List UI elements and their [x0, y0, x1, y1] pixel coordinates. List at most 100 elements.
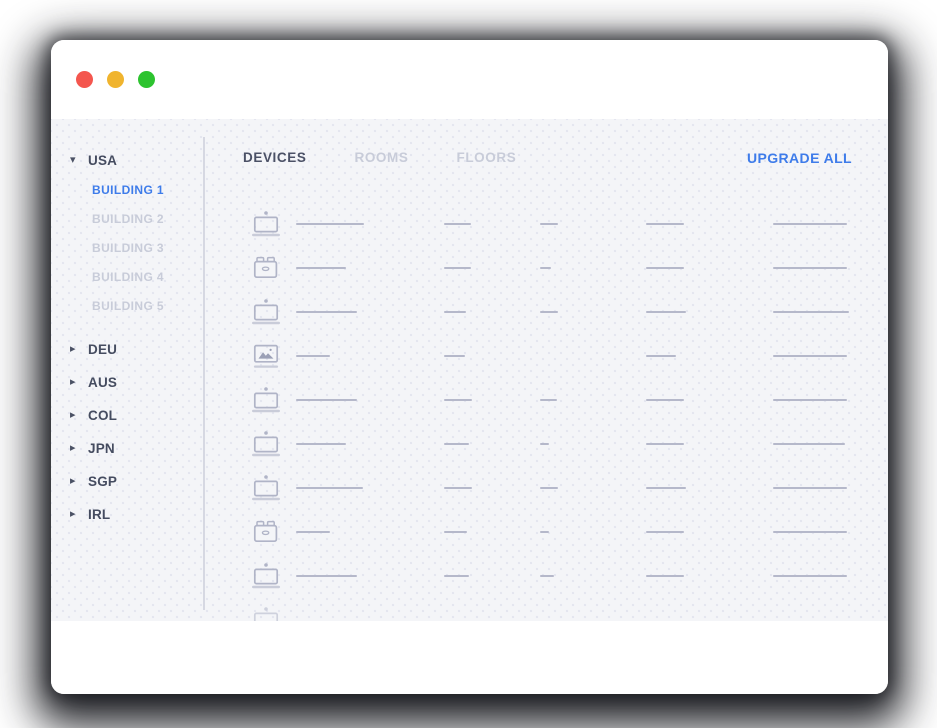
- sidebar-item-jpn[interactable]: ▸ JPN: [70, 437, 115, 459]
- skeleton-line: [773, 267, 847, 269]
- country-label: IRL: [88, 506, 111, 522]
- skeleton-line: [773, 487, 847, 489]
- skeleton-line: [646, 223, 684, 225]
- tab-floors[interactable]: FLOORS: [456, 150, 517, 165]
- sidebar-item-building-5[interactable]: BUILDING 5: [92, 299, 165, 313]
- skeleton-line: [540, 223, 558, 225]
- skeleton-line: [444, 487, 472, 489]
- skeleton-line: [540, 311, 558, 313]
- skeleton-line: [773, 443, 845, 445]
- laptop-icon: [252, 430, 280, 458]
- laptop-icon: [252, 562, 280, 590]
- device-row[interactable]: [240, 554, 888, 598]
- sidebar-item-deu[interactable]: ▸ DEU: [70, 338, 117, 360]
- sidebar-item-aus[interactable]: ▸ AUS: [70, 371, 117, 393]
- device-row[interactable]: [240, 202, 888, 246]
- maximize-button[interactable]: [138, 71, 155, 88]
- skeleton-line: [296, 487, 363, 489]
- device-row[interactable]: [240, 246, 888, 290]
- laptop-icon: [252, 298, 280, 326]
- skeleton-line: [773, 311, 849, 313]
- sidebar-item-irl[interactable]: ▸ IRL: [70, 503, 110, 525]
- device-row[interactable]: [240, 290, 888, 334]
- tab-rooms[interactable]: ROOMS: [354, 150, 409, 165]
- country-label: DEU: [88, 341, 118, 357]
- laptop-icon: [252, 210, 280, 238]
- skeleton-line: [296, 575, 357, 577]
- skeleton-line: [540, 531, 549, 533]
- skeleton-line: [646, 443, 684, 445]
- skeleton-line: [296, 443, 346, 445]
- skeleton-line: [444, 223, 471, 225]
- country-label: AUS: [88, 374, 118, 390]
- skeleton-line: [646, 399, 684, 401]
- country-label: USA: [88, 152, 118, 168]
- tabs-row: DEVICES ROOMS FLOORS UPGRADE ALL: [243, 147, 852, 169]
- skeleton-line: [646, 311, 686, 313]
- close-button[interactable]: [76, 71, 93, 88]
- skeleton-line: [444, 531, 467, 533]
- chevron-right-icon: ▸: [70, 375, 76, 388]
- location-sidebar: ▾ USA BUILDING 1 BUILDING 2 BUILDING 3 BUILDI…: [51, 119, 203, 621]
- sidebar-item-building-2[interactable]: BUILDING 2: [92, 212, 165, 226]
- image-icon: [252, 342, 280, 370]
- skeleton-line: [296, 531, 330, 533]
- chevron-right-icon: ▸: [70, 441, 76, 454]
- skeleton-line: [444, 355, 465, 357]
- sidebar-item-building-4[interactable]: BUILDING 4: [92, 270, 165, 284]
- skeleton-line: [646, 575, 684, 577]
- tab-devices[interactable]: DEVICES: [243, 150, 307, 165]
- device-row[interactable]: [240, 510, 888, 554]
- chevron-down-icon: ▾: [70, 153, 76, 166]
- country-label: SGP: [88, 473, 118, 489]
- skeleton-line: [646, 267, 684, 269]
- device-row[interactable]: [240, 422, 888, 466]
- device-row[interactable]: [240, 378, 888, 422]
- chevron-right-icon: ▸: [70, 474, 76, 487]
- brick-icon: [252, 254, 280, 282]
- skeleton-line: [646, 355, 676, 357]
- sidebar-item-building-1[interactable]: BUILDING 1: [92, 183, 165, 197]
- skeleton-line: [646, 487, 686, 489]
- skeleton-line: [540, 487, 558, 489]
- device-list: [240, 202, 888, 621]
- skeleton-line: [773, 355, 847, 357]
- window-titlebar: [51, 40, 888, 119]
- skeleton-line: [773, 575, 847, 577]
- skeleton-line: [773, 531, 847, 533]
- sidebar-item-col[interactable]: ▸ COL: [70, 404, 117, 426]
- laptop-icon: [252, 474, 280, 502]
- device-row[interactable]: [240, 598, 888, 621]
- minimize-button[interactable]: [107, 71, 124, 88]
- tab-bar: DEVICES ROOMS FLOORS: [243, 147, 516, 169]
- chevron-right-icon: ▸: [70, 408, 76, 421]
- skeleton-line: [540, 443, 549, 445]
- sidebar-item-sgp[interactable]: ▸ SGP: [70, 470, 117, 492]
- skeleton-line: [540, 267, 551, 269]
- sidebar-item-usa[interactable]: ▾ USA: [70, 149, 117, 171]
- skeleton-line: [444, 443, 469, 445]
- sidebar-item-building-3[interactable]: BUILDING 3: [92, 241, 165, 255]
- country-label: JPN: [88, 440, 115, 456]
- window-footer: [51, 621, 888, 694]
- skeleton-line: [444, 399, 472, 401]
- skeleton-line: [773, 223, 847, 225]
- skeleton-line: [296, 223, 364, 225]
- device-row[interactable]: [240, 466, 888, 510]
- skeleton-line: [444, 575, 469, 577]
- skeleton-line: [444, 267, 471, 269]
- device-row[interactable]: [240, 334, 888, 378]
- upgrade-all-button[interactable]: UPGRADE ALL: [747, 150, 852, 166]
- skeleton-line: [296, 267, 346, 269]
- laptop-icon: [252, 606, 280, 621]
- main-panel: DEVICES ROOMS FLOORS UPGRADE ALL: [203, 119, 888, 621]
- chevron-right-icon: ▸: [70, 507, 76, 520]
- app-window: ▾ USA BUILDING 1 BUILDING 2 BUILDING 3 BUILDI…: [51, 40, 888, 694]
- skeleton-line: [646, 531, 684, 533]
- country-label: COL: [88, 407, 118, 423]
- skeleton-line: [296, 399, 357, 401]
- laptop-icon: [252, 386, 280, 414]
- chevron-right-icon: ▸: [70, 342, 76, 355]
- sidebar-divider: [203, 137, 205, 610]
